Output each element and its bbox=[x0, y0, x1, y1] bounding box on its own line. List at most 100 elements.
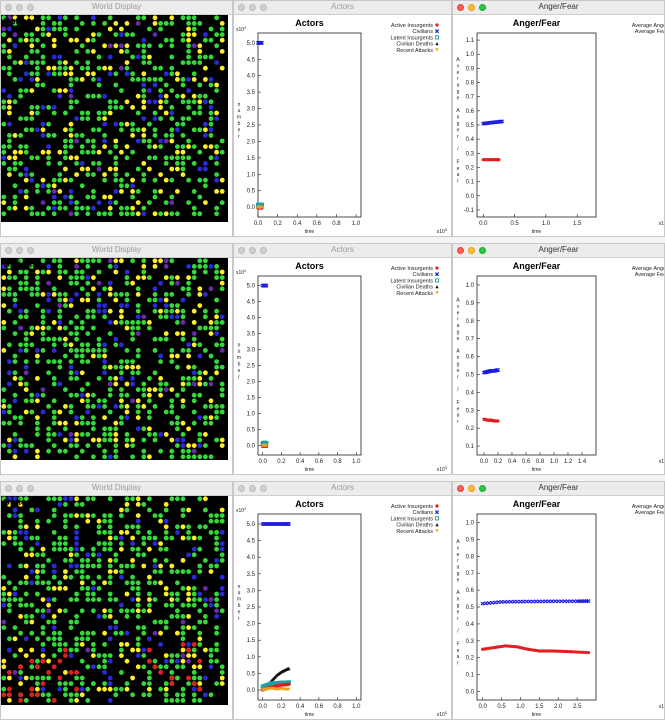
minimize-button[interactable] bbox=[16, 485, 23, 492]
title-bar[interactable]: World Display bbox=[1, 1, 232, 15]
minimize-button[interactable] bbox=[16, 247, 23, 254]
active-insurgent-dot bbox=[57, 658, 63, 664]
agent-dot bbox=[63, 437, 68, 443]
agent-dot bbox=[29, 614, 35, 619]
close-button[interactable] bbox=[457, 485, 464, 492]
agent-dot bbox=[203, 121, 208, 127]
minimize-button[interactable] bbox=[249, 4, 256, 11]
zoom-button[interactable] bbox=[479, 485, 486, 492]
close-button[interactable] bbox=[457, 4, 464, 11]
agent-dot bbox=[214, 558, 220, 563]
title-bar[interactable]: Anger/Fear bbox=[453, 244, 664, 258]
agent-dot bbox=[35, 574, 40, 580]
agent-dot bbox=[79, 692, 85, 698]
data-point bbox=[584, 650, 588, 655]
zoom-button[interactable] bbox=[260, 4, 267, 11]
agent-dot bbox=[135, 602, 141, 608]
active-insurgent-dot bbox=[68, 670, 74, 675]
y-axis-label-char: n bbox=[457, 115, 460, 121]
world-grid[interactable] bbox=[1, 496, 228, 705]
title-bar[interactable]: World Display bbox=[1, 482, 232, 496]
agent-dot bbox=[191, 308, 197, 314]
agent-dot bbox=[158, 314, 164, 320]
agent-dot bbox=[214, 314, 220, 320]
zoom-button[interactable] bbox=[260, 247, 267, 254]
agent-dot bbox=[74, 563, 79, 569]
agent-dot bbox=[40, 597, 46, 602]
agent-dot bbox=[12, 597, 18, 602]
agent-dot bbox=[214, 625, 220, 630]
agent-dot bbox=[141, 82, 147, 88]
active-insurgent-dot bbox=[186, 647, 192, 653]
agent-dot bbox=[180, 297, 186, 303]
options-menu[interactable]: Options bbox=[3, 259, 37, 269]
minimize-button[interactable] bbox=[249, 247, 256, 254]
title-bar[interactable]: Anger/Fear bbox=[453, 482, 664, 496]
agent-dot bbox=[158, 541, 164, 546]
zoom-button[interactable] bbox=[27, 4, 34, 11]
agent-dot bbox=[169, 54, 175, 60]
data-point bbox=[483, 601, 488, 606]
title-bar[interactable]: Anger/Fear bbox=[453, 1, 664, 15]
zoom-button[interactable] bbox=[260, 485, 267, 492]
agent-dot bbox=[186, 535, 192, 541]
close-button[interactable] bbox=[238, 247, 245, 254]
close-button[interactable] bbox=[5, 247, 12, 254]
agent-dot bbox=[158, 211, 164, 217]
x-axis-label: time bbox=[305, 712, 315, 718]
actors-chart: Actors0.00.51.01.52.02.53.03.54.04.55.00… bbox=[236, 261, 448, 473]
agent-dot bbox=[63, 574, 68, 580]
zoom-button[interactable] bbox=[27, 485, 34, 492]
title-bar[interactable]: Actors bbox=[234, 244, 451, 258]
agent-dot bbox=[135, 127, 141, 133]
title-bar[interactable]: Actors bbox=[234, 1, 451, 15]
options-menu[interactable]: Options bbox=[3, 497, 37, 507]
close-button[interactable] bbox=[5, 485, 12, 492]
agent-dot bbox=[197, 49, 203, 54]
zoom-button[interactable] bbox=[479, 4, 486, 11]
agent-dot bbox=[51, 211, 57, 217]
agent-dot bbox=[175, 420, 180, 426]
agent-dot bbox=[208, 602, 214, 608]
agent-dot bbox=[203, 443, 208, 448]
agent-dot bbox=[68, 437, 74, 443]
agent-dot bbox=[180, 60, 186, 65]
agent-dot bbox=[180, 314, 186, 320]
world-grid[interactable] bbox=[1, 258, 228, 460]
agent-dot bbox=[147, 681, 152, 686]
agent-dot bbox=[6, 448, 12, 454]
minimize-button[interactable] bbox=[468, 4, 475, 11]
zoom-button[interactable] bbox=[479, 247, 486, 254]
title-bar[interactable]: Actors bbox=[234, 482, 451, 496]
agent-dot bbox=[68, 647, 74, 653]
x-tick-label: 0.0 bbox=[480, 459, 489, 465]
options-menu[interactable]: Options bbox=[3, 16, 37, 26]
minimize-button[interactable] bbox=[16, 4, 23, 11]
zoom-button[interactable] bbox=[27, 247, 34, 254]
agent-dot bbox=[102, 211, 107, 217]
y-axis-label-char: A bbox=[456, 298, 460, 304]
agent-dot bbox=[191, 546, 197, 552]
agent-dot bbox=[18, 614, 23, 619]
close-button[interactable] bbox=[5, 4, 12, 11]
agent-dot bbox=[29, 155, 35, 161]
agent-dot bbox=[74, 692, 79, 698]
agent-dot bbox=[12, 133, 18, 138]
agent-dot bbox=[18, 189, 23, 194]
title-bar[interactable]: World Display bbox=[1, 244, 232, 258]
agent-dot bbox=[35, 608, 40, 614]
close-button[interactable] bbox=[238, 4, 245, 11]
agent-dot bbox=[208, 563, 214, 569]
window-title: Actors bbox=[331, 245, 354, 254]
agent-dot bbox=[203, 692, 208, 698]
close-button[interactable] bbox=[457, 247, 464, 254]
close-button[interactable] bbox=[238, 485, 245, 492]
minimize-button[interactable] bbox=[468, 247, 475, 254]
world-grid[interactable] bbox=[1, 15, 228, 222]
minimize-button[interactable] bbox=[468, 485, 475, 492]
agent-dot bbox=[74, 15, 79, 21]
agent-dot bbox=[35, 82, 40, 88]
agent-dot bbox=[40, 269, 46, 275]
minimize-button[interactable] bbox=[249, 485, 256, 492]
agent-dot bbox=[186, 569, 192, 574]
